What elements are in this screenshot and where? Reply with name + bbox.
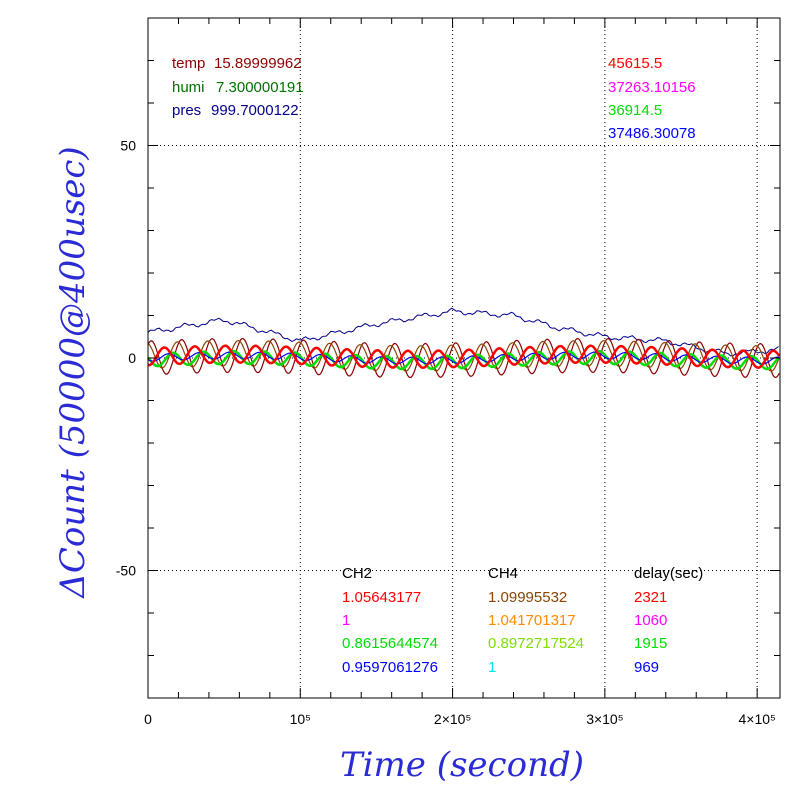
table-row-4-ch2: 0.9597061276 [342, 659, 438, 676]
table-row-2-delay: 1060 [634, 612, 667, 629]
x-tick-label: 3×10⁵ [586, 711, 623, 727]
y-tick-label: -50 [116, 563, 136, 579]
x-axis-title: Time (second) [340, 745, 584, 785]
temp-label: temp [172, 55, 205, 72]
series-line [147, 344, 781, 369]
axis-ticks [148, 18, 780, 698]
table-row-2-ch4: 1.041701317 [488, 612, 576, 629]
x-tick-label: 10⁵ [290, 711, 311, 727]
channel-table: CH2 CH4 delay(sec) 1.05643177 1.09995532… [342, 565, 703, 676]
series-line [147, 350, 780, 371]
pres-label: pres [172, 102, 201, 119]
table-row-2-ch2: 1 [342, 612, 350, 629]
corner-values: 45615.5 37263.10156 36914.5 37486.30078 [608, 55, 696, 142]
series-line [147, 351, 780, 365]
x-tick-label: 2×10⁵ [434, 711, 471, 727]
x-tick-labels: 0 10⁵ 2×10⁵ 3×10⁵ 4×10⁵ [144, 711, 776, 727]
corner-value-1: 45615.5 [608, 55, 662, 72]
y-axis-title: ΔCount (50000@400usec) [53, 146, 93, 599]
table-row-4-delay: 969 [634, 659, 659, 676]
table-row-3-ch2: 0.8615644574 [342, 635, 438, 652]
table-header-ch2: CH2 [342, 565, 372, 582]
x-tick-label: 4×10⁵ [738, 711, 775, 727]
y-tick-label: 50 [120, 138, 136, 154]
corner-value-4: 37486.30078 [608, 125, 696, 142]
env-annotations: temp 15.89999962 humi 7.300000191 pres 9… [172, 55, 304, 119]
table-row-3-ch4: 0.8972717524 [488, 635, 584, 652]
series-line [147, 337, 780, 379]
table-row-1-delay: 2321 [634, 589, 667, 606]
humi-value: 7.300000191 [216, 79, 304, 96]
series-line [147, 307, 779, 357]
table-row-4-ch4: 1 [488, 659, 496, 676]
y-tick-label: 0 [128, 350, 136, 366]
corner-value-2: 37263.10156 [608, 79, 696, 96]
x-tick-label: 0 [144, 711, 152, 727]
table-row-1-ch2: 1.05643177 [342, 589, 421, 606]
table-header-delay: delay(sec) [634, 565, 703, 582]
data-series [147, 307, 781, 379]
table-row-3-delay: 1915 [634, 635, 667, 652]
humi-label: humi [172, 79, 205, 96]
table-row-1-ch4: 1.09995532 [488, 589, 567, 606]
y-tick-labels: 50 0 -50 [116, 138, 136, 579]
table-header-ch4: CH4 [488, 565, 518, 582]
pres-value: 999.7000122 [211, 102, 299, 119]
corner-value-3: 36914.5 [608, 102, 662, 119]
temp-value: 15.89999962 [214, 55, 302, 72]
